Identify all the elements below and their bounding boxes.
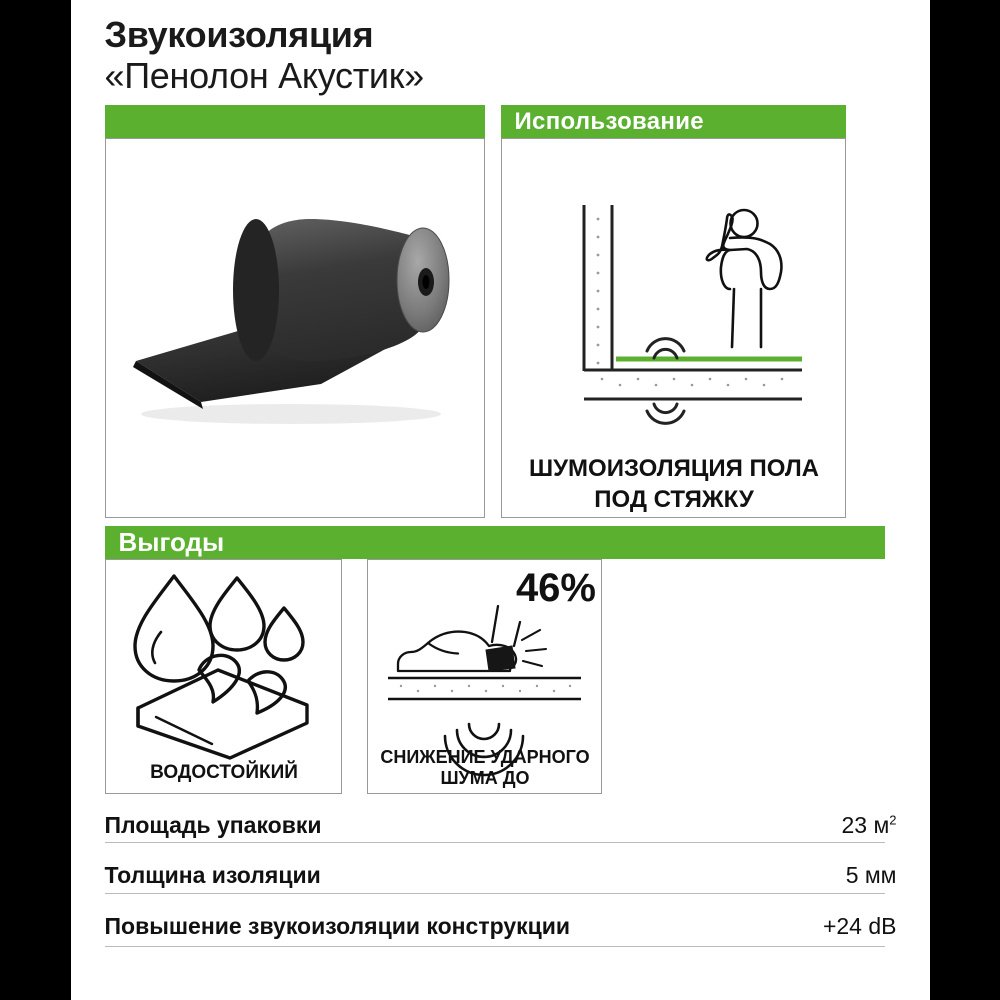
svg-text:СНИЖЕНИЕ УДАРНОГО: СНИЖЕНИЕ УДАРНОГО <box>380 747 589 767</box>
svg-text:ШУМОИЗОЛЯЦИЯ ПОЛА: ШУМОИЗОЛЯЦИЯ ПОЛА <box>528 455 818 482</box>
svg-text:ШУМА ДО: ШУМА ДО <box>440 768 529 788</box>
svg-text:ПОД СТЯЖКУ: ПОД СТЯЖКУ <box>594 486 755 513</box>
svg-text:46%: 46% <box>515 566 595 610</box>
svg-text:ВОДОСТОЙКИЙ: ВОДОСТОЙКИЙ <box>150 761 298 783</box>
